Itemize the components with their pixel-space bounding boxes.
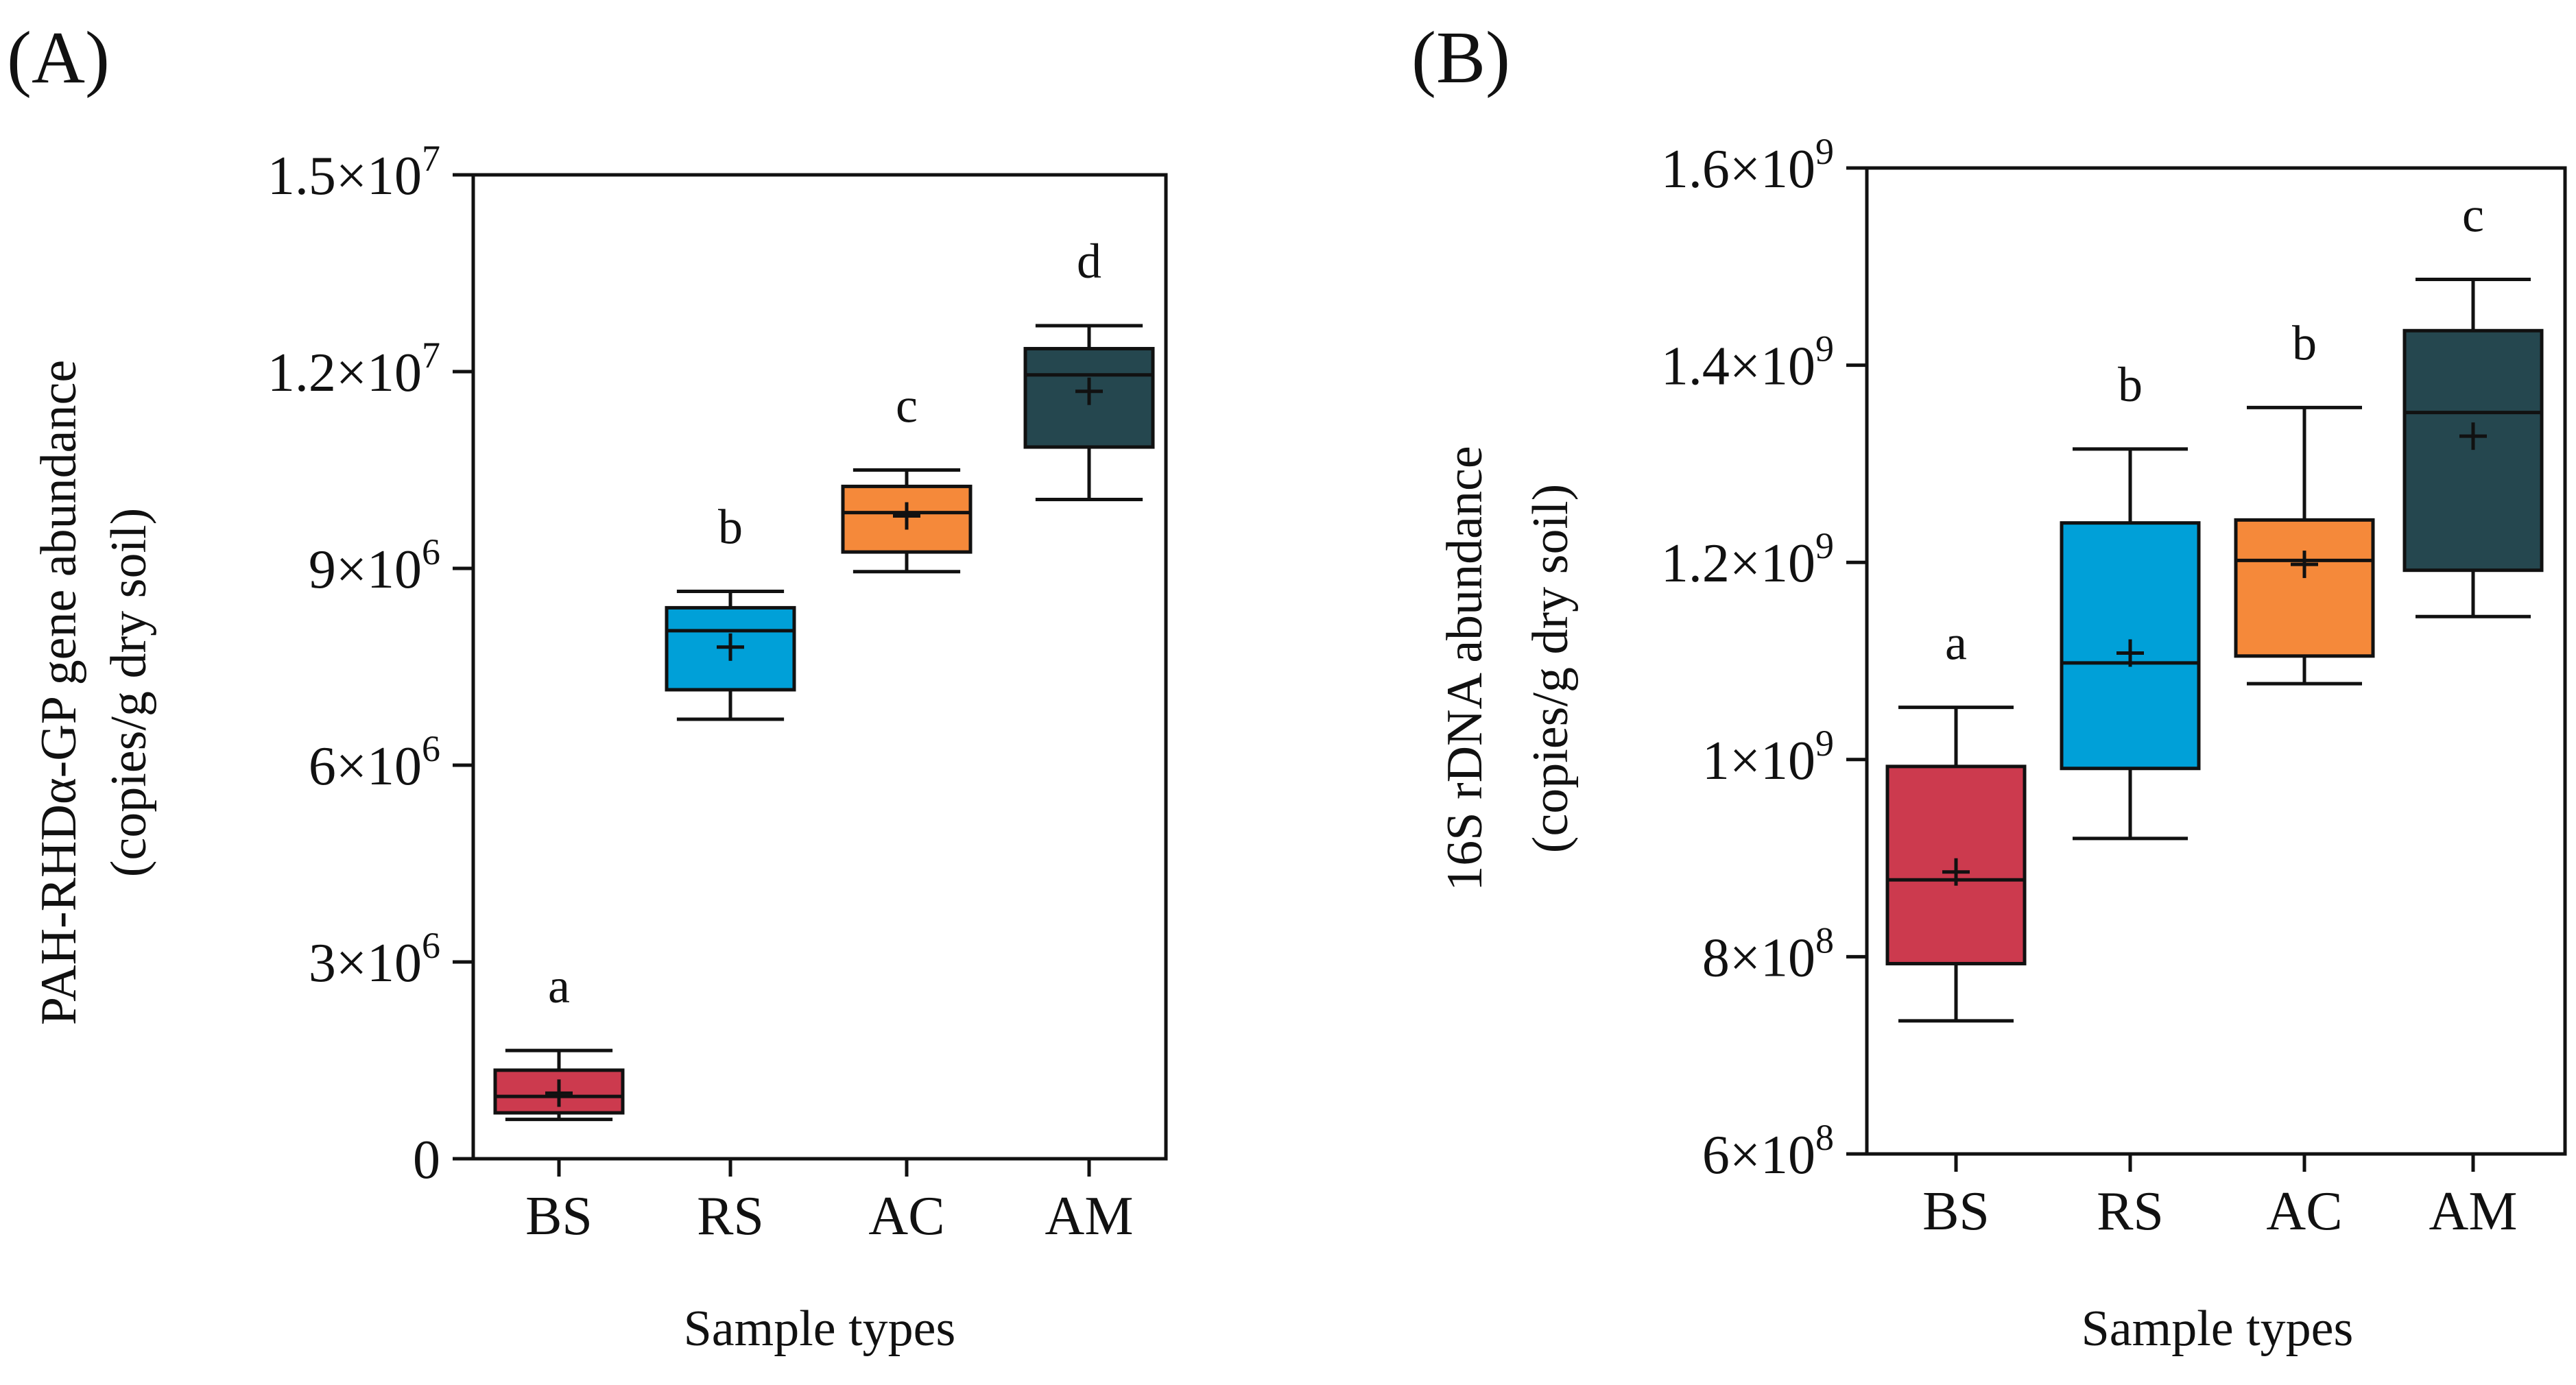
panel-a-label: (A) <box>7 17 110 99</box>
panel-b-ytick-label: 1×109 <box>1702 723 1834 791</box>
panel-a-ylabel-line2: (copies/g dry soil) <box>101 508 157 877</box>
panel-a-ytick-label: 6×106 <box>309 728 440 797</box>
panel-a-ytick-label: 3×106 <box>309 925 440 993</box>
panel-a-plot: 0 3×106 6×106 9×106 1.2×107 1.5×107 BS RS AC AM a b… <box>267 138 1168 1246</box>
panel-b-am-significance-letter: c <box>2462 187 2484 242</box>
panel-a-bs-significance-letter: a <box>548 959 570 1013</box>
panel-b-ylabel-line2: (copies/g dry soil) <box>1523 484 1579 853</box>
panel-a-ylabel-line1: PAH-RHDα-GP gene abundance <box>31 360 87 1025</box>
panel-b-bs-significance-letter: a <box>1945 616 1967 671</box>
panel-b-xtick-label: AC <box>2266 1181 2342 1242</box>
panel-a-ytick-label: 1.2×107 <box>267 335 440 403</box>
panel-b-ytick-label: 1.2×109 <box>1661 525 1834 594</box>
panel-b-xtick-label: RS <box>2097 1181 2164 1242</box>
panel-b-xtick-label: BS <box>1922 1181 1990 1242</box>
panel-a-xtick-label: BS <box>525 1186 593 1246</box>
panel-b-ytick-label: 1.6×109 <box>1661 131 1834 200</box>
panel-b-plot-frame <box>1865 166 2567 1156</box>
panel-b-ytick-label: 8×108 <box>1702 919 1834 988</box>
panel-b-label: (B) <box>1411 17 1510 99</box>
panel-b-xtick-label: AM <box>2429 1181 2518 1242</box>
panel-a-rs-significance-letter: b <box>718 499 743 554</box>
panel-b-am-box <box>2402 328 2544 573</box>
panel-b-rs-significance-letter: b <box>2118 357 2143 412</box>
panel-b-ac-significance-letter: b <box>2292 315 2317 370</box>
panel-a-ac-significance-letter: c <box>896 378 918 433</box>
panel-a-plot-frame <box>471 173 1168 1161</box>
panel-b-xlabel: Sample types <box>2082 1301 2354 1357</box>
panel-a-xlabel: Sample types <box>684 1301 956 1357</box>
panel-a-ytick-label: 1.5×107 <box>267 138 440 206</box>
panel-b-plot: 6×108 8×108 1×109 1.2×109 1.4×109 1.6×109 BS RS… <box>1661 131 2567 1242</box>
panel-b-ac-box <box>2234 518 2375 658</box>
panel-b-ylabel-line1: 16S rDNA abundance <box>1437 446 1493 891</box>
panel-a-xtick-label: AM <box>1045 1186 1134 1246</box>
panel-b-ytick-label: 1.4×109 <box>1661 328 1834 397</box>
panel-b-ytick-label: 6×108 <box>1702 1117 1834 1185</box>
panel-a-ytick-label: 0 <box>413 1130 440 1190</box>
panel-a-xtick-label: AC <box>868 1186 944 1246</box>
panel-a-am-significance-letter: d <box>1077 234 1101 289</box>
panel-a-ytick-label: 9×106 <box>309 531 440 600</box>
panel-a-xtick-label: RS <box>697 1186 764 1246</box>
